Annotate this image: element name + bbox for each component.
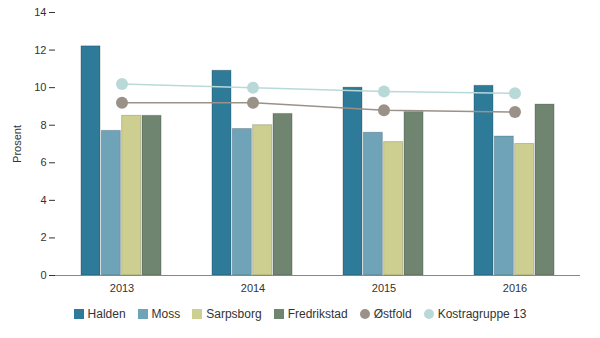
svg-text:0: 0 [40,269,46,281]
svg-text:8: 8 [40,119,46,131]
svg-text:2: 2 [40,231,46,243]
svg-text:10: 10 [34,81,46,93]
svg-text:12: 12 [34,44,46,56]
html-text:Moss: Moss [151,307,181,321]
html-text:Halden: Halden [87,307,126,321]
svg-text:14: 14 [34,6,46,18]
html-text:Sarpsborg: Sarpsborg [206,307,262,321]
html-text:Østfold: Østfold [373,307,412,321]
svg-text:Prosent: Prosent [11,125,23,163]
svg-text:2015: 2015 [372,282,396,294]
html-text:Fredrikstad: Fredrikstad [287,307,348,321]
svg-text:2013: 2013 [110,282,134,294]
svg-text:2014: 2014 [241,282,265,294]
html-text:Kostragruppe 13: Kostragruppe 13 [437,307,527,321]
svg-text:4: 4 [40,194,46,206]
svg-text:6: 6 [40,156,46,168]
svg-text:2016: 2016 [503,282,527,294]
